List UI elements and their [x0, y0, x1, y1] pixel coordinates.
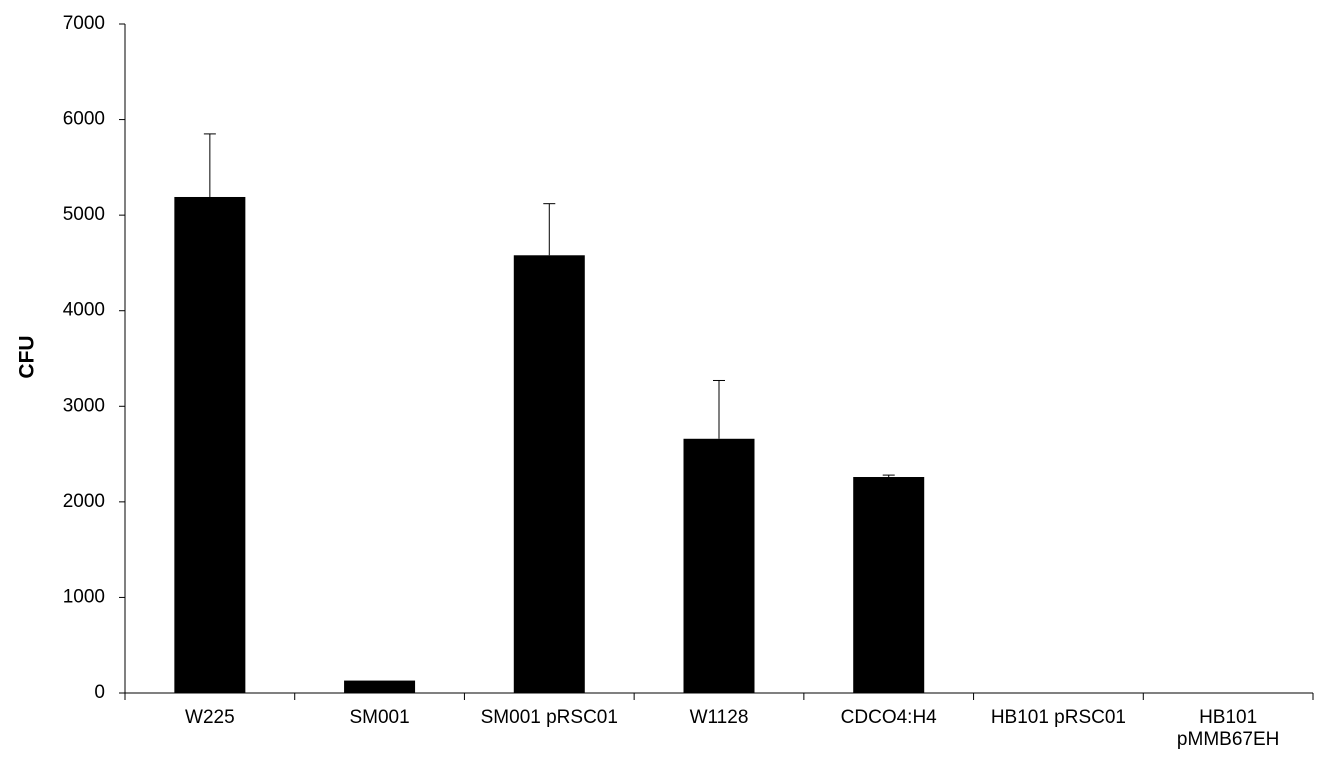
y-axis-title: CFU	[16, 335, 39, 378]
y-tick-label: 6000	[63, 109, 105, 130]
y-tick-label: 2000	[63, 491, 105, 512]
y-tick-label: 5000	[63, 204, 105, 225]
x-category-label-line: W1128	[690, 707, 749, 728]
bar	[513, 255, 585, 694]
y-tick-label: 7000	[63, 13, 105, 34]
y-tick-label: 0	[94, 682, 105, 703]
x-category-label-line: SM001 pRSC01	[481, 707, 618, 728]
x-category-label: HB101 pMMB67EH	[1177, 707, 1279, 750]
bar	[853, 477, 925, 693]
x-category-label: SM001 pRSC01	[481, 707, 618, 728]
bar	[683, 438, 755, 693]
x-category-label: W1128	[690, 707, 749, 728]
x-category-label-line: HB101	[1199, 707, 1257, 728]
x-category-label-line: W225	[185, 707, 235, 728]
x-category-label: SM001	[349, 707, 409, 728]
bar	[174, 196, 246, 693]
y-tick-label: 1000	[63, 586, 105, 607]
x-category-label-line: CDCO4:H4	[841, 707, 938, 728]
y-tick-label: 3000	[63, 395, 105, 416]
x-category-label-line: HB101 pRSC01	[991, 707, 1126, 728]
plot-area: 0 1000 2000 3000 4000 5000 6000 7000 W225 SM001 SM…	[63, 13, 1314, 750]
x-category-label-line: pMMB67EH	[1177, 729, 1279, 750]
bar	[344, 680, 416, 693]
y-tick-label: 4000	[63, 300, 105, 321]
x-category-label: CDCO4:H4	[841, 707, 938, 728]
x-category-label: W225	[185, 707, 235, 728]
x-category-label-line: SM001	[349, 707, 409, 728]
x-category-label: HB101 pRSC01	[991, 707, 1126, 728]
